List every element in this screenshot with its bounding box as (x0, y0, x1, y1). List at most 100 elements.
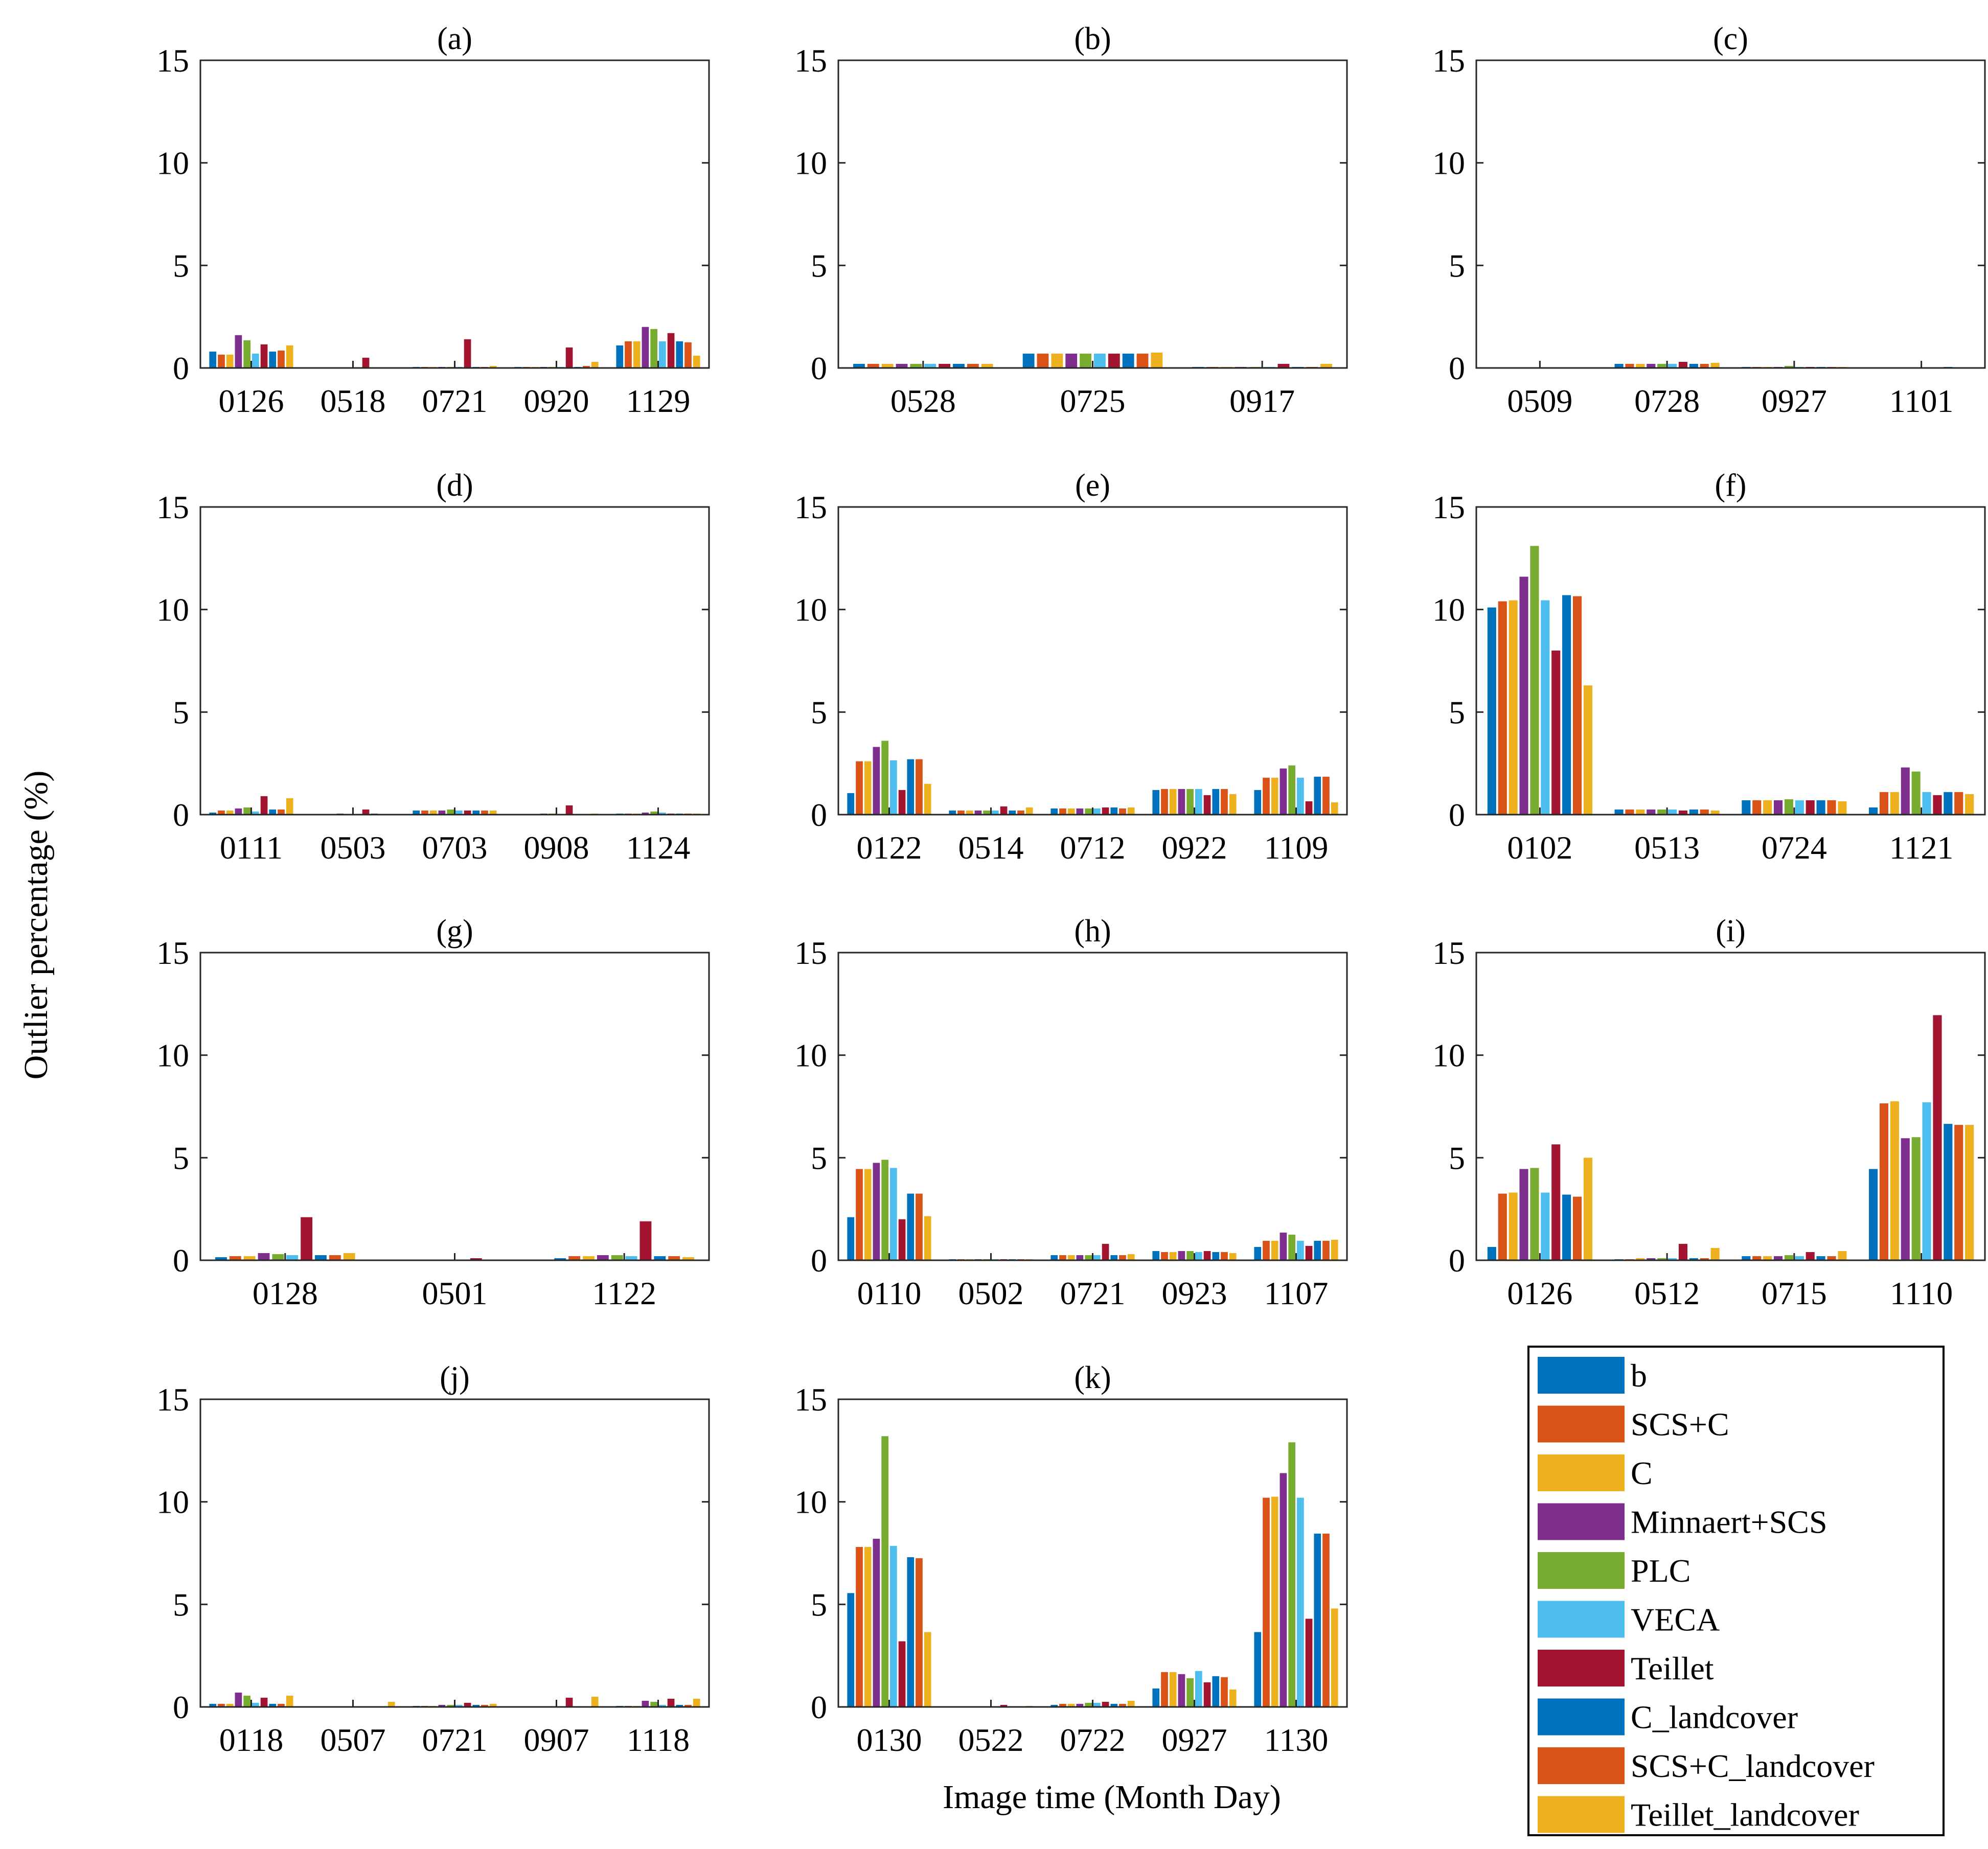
bar-0722-c (1067, 1703, 1075, 1707)
panel-title: (d) (436, 468, 473, 503)
legend-label: b (1631, 1357, 1647, 1394)
bar-0724-teillet-landcover (1838, 801, 1847, 815)
bar-0528-c-landcover (953, 363, 965, 368)
bar-1110-teillet-landcover (1965, 1125, 1974, 1260)
bar-1121-scs-c-landcover (1954, 792, 1963, 815)
bar-1109-scs-c (1263, 777, 1270, 815)
bar-1109-teillet-landcover (1331, 802, 1338, 815)
x-tick-label: 0724 (1762, 829, 1827, 866)
bar-0922-scs-c (1161, 789, 1168, 815)
bar-0721-scs-c-landcover (481, 1704, 488, 1707)
bar-0122-scs-c-landcover (916, 759, 923, 815)
bar-0110-b (847, 1217, 855, 1260)
legend-label: Teillet_landcover (1631, 1797, 1859, 1833)
bar-0126-scs-c-landcover (278, 350, 285, 368)
y-tick-label: 10 (1432, 1037, 1465, 1074)
y-tick-label: 5 (811, 1140, 827, 1176)
bar-0514-scs-c (957, 810, 965, 815)
y-tick-label: 15 (156, 42, 189, 79)
y-tick-label: 5 (173, 1586, 189, 1623)
panel-f: (f) 0 5 10 15 0102 0513 0724 1121 (1432, 468, 1986, 866)
bar-1118-veca (659, 1704, 666, 1707)
bar-0923-plc (1186, 1251, 1194, 1260)
panel-d: (d) 0 5 10 15 0111 0503 0703 0908 1124 (156, 468, 710, 866)
bar-0513-c (1636, 809, 1645, 815)
bar-0514-plc (983, 810, 990, 815)
legend-label: VECA (1631, 1602, 1720, 1638)
bar-1121-c-landcover (1944, 792, 1953, 815)
bar-0513-c-landcover (1689, 809, 1698, 815)
bar-0126-plc (1530, 1168, 1539, 1260)
bar-1110-scs-c-landcover (1954, 1125, 1963, 1260)
y-tick-label: 10 (156, 1037, 189, 1074)
legend-swatch (1538, 1698, 1625, 1736)
legend-label: C_landcover (1631, 1699, 1798, 1736)
y-tick-label: 10 (794, 592, 827, 628)
bar-0728-scs-c-landcover (1700, 363, 1709, 368)
legend-swatch (1538, 1552, 1625, 1589)
bar-0126-teillet-landcover (286, 345, 293, 368)
bar-0721-scs-c-landcover (1119, 1255, 1126, 1260)
x-tick-label: 0703 (422, 829, 488, 866)
bar-0110-c (864, 1169, 872, 1260)
panel-title: (k) (1074, 1360, 1111, 1395)
bar-0715-plc (1784, 1255, 1793, 1260)
panel-title: (g) (436, 914, 473, 949)
legend-entries: b SCS+C C Minnaert+SCS PLC VECA Teillet C_landc… (1538, 1357, 1875, 1833)
bar-0111-veca (252, 811, 259, 815)
bar-0923-scs-c (1161, 1252, 1168, 1260)
bar-0725-teillet-landcover (1151, 352, 1163, 368)
legend-label: SCS+C (1631, 1406, 1729, 1443)
bar-0130-plc (881, 1436, 888, 1707)
bar-0927-b (1152, 1688, 1160, 1707)
bar-0513-b (1614, 809, 1624, 815)
plot-frame (837, 506, 1348, 816)
bar-0722-scs-c (1059, 1703, 1066, 1707)
bar-0514-b (949, 810, 956, 815)
bar-1107-teillet-landcover (1331, 1239, 1338, 1260)
bar-0721-b (1050, 1255, 1058, 1260)
bar-0126-teillet-landcover (1583, 1158, 1592, 1260)
bar-0722-c-landcover (1110, 1703, 1118, 1707)
x-tick-label: 0721 (422, 1722, 488, 1758)
bar-0703-c (429, 810, 437, 815)
bar-0102-plc (1530, 546, 1539, 815)
bar-0725-c (1051, 353, 1063, 368)
bar-0923-b (1152, 1251, 1160, 1260)
y-tick-label: 0 (1449, 350, 1465, 386)
bar-0512-veca (1668, 1258, 1677, 1260)
bar-1122-b (554, 1258, 566, 1260)
x-tick-label: 0513 (1634, 829, 1700, 866)
bar-1107-c-landcover (1314, 1240, 1321, 1260)
bar-0712-b (1050, 808, 1058, 815)
x-tick-label: 0514 (958, 829, 1024, 866)
bar-0703-b (413, 810, 420, 815)
bar-0507-teillet-landcover (387, 1701, 395, 1707)
bar-0721-c-landcover (1110, 1255, 1118, 1260)
bar-0528-c (881, 363, 894, 368)
x-tick-label: 1101 (1889, 383, 1954, 419)
legend-swatch (1538, 1503, 1625, 1540)
bar-0513-veca (1668, 809, 1677, 815)
bar-1130-scs-c (1263, 1497, 1270, 1707)
y-tick-label: 10 (156, 145, 189, 181)
y-tick-label: 10 (794, 1484, 827, 1520)
bar-0922-veca (1195, 789, 1202, 815)
bar-1110-minnaert-scs (1901, 1138, 1910, 1260)
bar-0722-b (1050, 1704, 1058, 1707)
bar-0111-c-landcover (269, 809, 277, 815)
panel-e: (e) 0 5 10 15 0122 0514 0712 0922 1109 (794, 468, 1348, 866)
bar-1122-minnaert-scs (597, 1255, 609, 1260)
bar-0122-b (847, 793, 855, 815)
bar-0512-scs-c-landcover (1700, 1258, 1709, 1260)
bar-0512-c (1636, 1258, 1645, 1260)
bar-0110-teillet-landcover (924, 1216, 931, 1260)
panel-title: (a) (437, 21, 472, 56)
bar-0122-teillet (898, 790, 906, 815)
bar-0917-teillet (1277, 363, 1290, 368)
y-tick-label: 0 (1449, 1242, 1465, 1279)
plot-frame-top (199, 952, 710, 1261)
y-tick-label: 5 (1449, 247, 1465, 284)
bar-0725-c-landcover (1122, 353, 1134, 368)
bar-0126-teillet (260, 344, 268, 368)
